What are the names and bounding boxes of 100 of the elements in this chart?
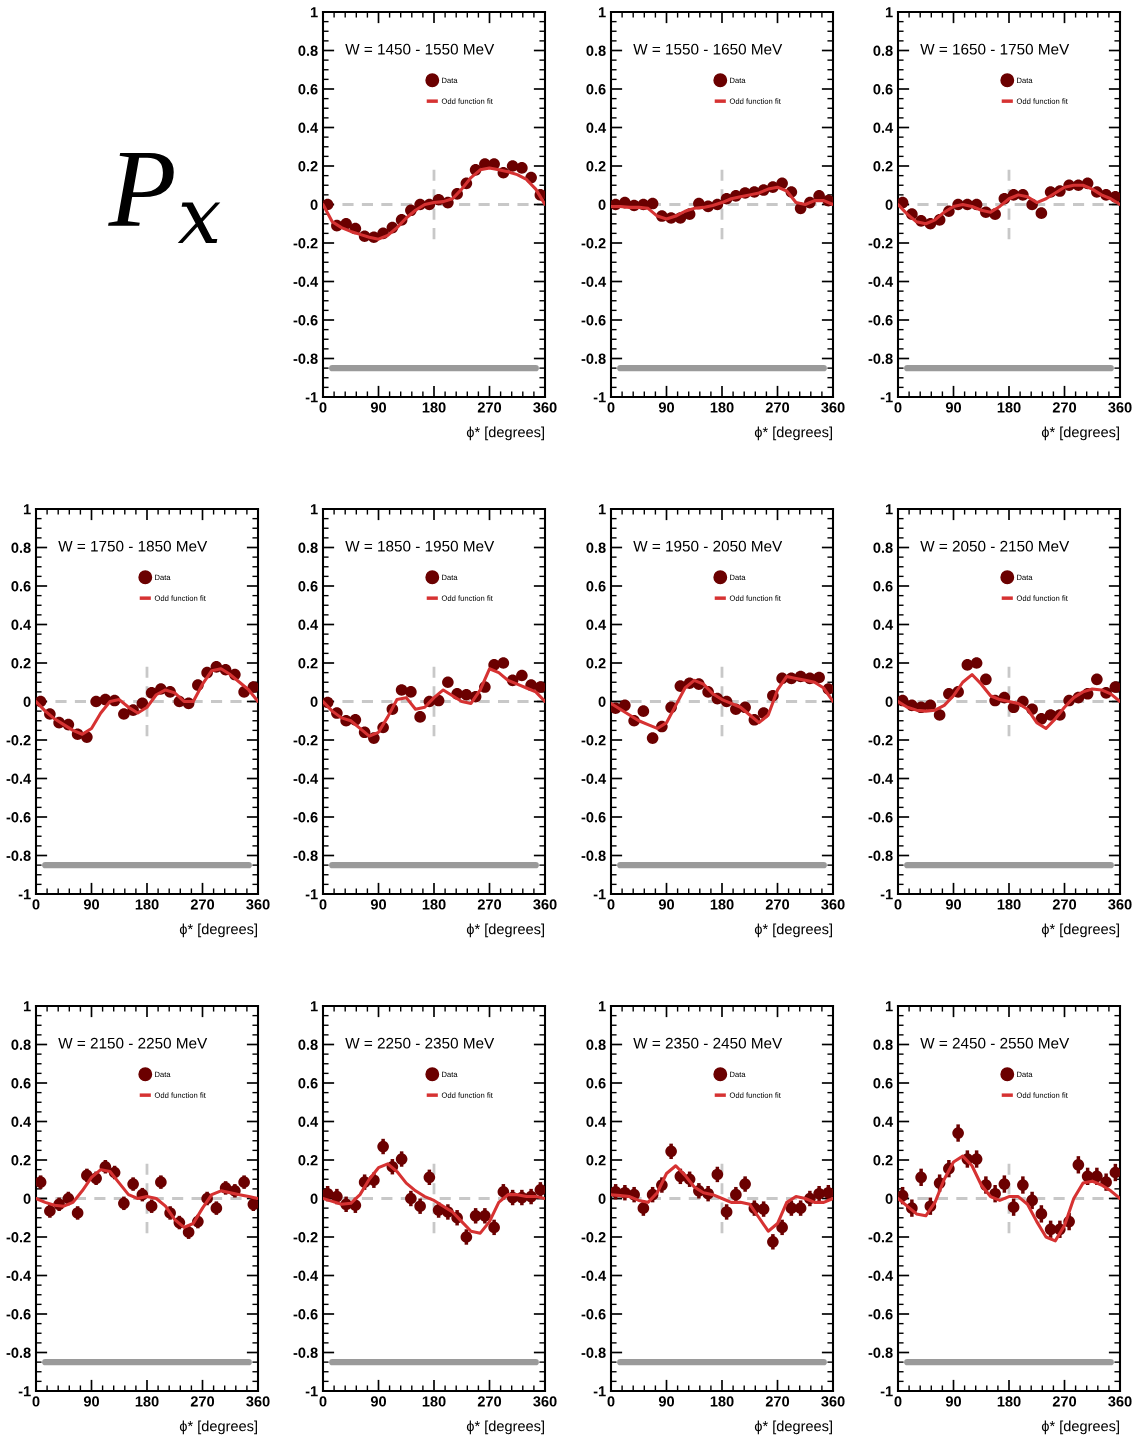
- x-tick-label: 90: [370, 1396, 387, 1407]
- y-tick-label: -0.8: [581, 850, 606, 861]
- y-tick-label: -0.6: [293, 812, 318, 823]
- x-tick-label: 180: [710, 402, 734, 413]
- y-tick-label: 0.6: [11, 581, 31, 592]
- y-tick-label: -0.4: [293, 276, 319, 287]
- text: W = 2450 - 2550 MeV: [920, 1037, 1070, 1049]
- x-tick-label: 270: [1052, 402, 1077, 413]
- y-tick-label: -0.2: [581, 735, 606, 746]
- y-tick-label: 0.4: [298, 122, 319, 133]
- text: P$_{x}$: [108, 152, 221, 243]
- text: W = 1450 - 1550 MeV: [345, 43, 495, 55]
- y-tick-label: 0.8: [873, 1039, 893, 1050]
- y-tick-label: -0.8: [6, 850, 31, 861]
- x-tick-label: 270: [477, 1396, 502, 1407]
- x-tick-label: 360: [821, 1396, 845, 1407]
- x-tick-label: 360: [1108, 1396, 1132, 1407]
- x-tick-label: 0: [607, 402, 615, 413]
- y-tick-label: 0: [23, 696, 31, 707]
- x-tick-label: 180: [422, 899, 446, 910]
- y-tick-label: 0.2: [298, 1155, 318, 1166]
- x-tick-label: 270: [190, 1396, 215, 1407]
- x-tick-label: 180: [997, 402, 1021, 413]
- y-tick-label: 0.8: [873, 542, 893, 553]
- y-tick-label: 0.6: [873, 581, 893, 592]
- y-tick-label: 0.6: [586, 84, 606, 95]
- x-tick-label: 360: [821, 899, 845, 910]
- y-tick-label: -0.6: [6, 812, 31, 823]
- x-tick-label: 180: [997, 1396, 1021, 1407]
- y-tick-label: -0.4: [581, 773, 607, 784]
- text: W = 1750 - 1850 MeV: [58, 540, 208, 552]
- x-axis-title: ϕ* [degrees]: [179, 1420, 257, 1435]
- y-tick-label: -0.6: [868, 812, 893, 823]
- y-tick-label: 0: [310, 199, 318, 210]
- x-tick-label: 270: [765, 1396, 790, 1407]
- y-tick-label: 1: [23, 504, 31, 515]
- x-tick-label: 0: [32, 1396, 40, 1407]
- y-tick-label: -0.4: [868, 1270, 894, 1281]
- x-tick-label: 0: [894, 402, 902, 413]
- text: W = 2050 - 2150 MeV: [920, 540, 1070, 552]
- x-tick-label: 90: [658, 1396, 675, 1407]
- text: W = 2350 - 2450 MeV: [633, 1037, 783, 1049]
- y-tick-label: 0.6: [586, 581, 606, 592]
- y-tick-label: -0.2: [868, 735, 893, 746]
- x-tick-label: 90: [658, 402, 675, 413]
- y-tick-label: 0.4: [873, 122, 894, 133]
- y-tick-label: 1: [598, 1001, 606, 1012]
- y-tick-label: -0.6: [581, 812, 606, 823]
- x-tick-label: 180: [422, 1396, 446, 1407]
- y-tick-label: -1: [18, 1386, 31, 1397]
- y-tick-label: -0.4: [868, 276, 894, 287]
- y-tick-label: -0.6: [6, 1309, 31, 1320]
- x-tick-label: 90: [83, 1396, 100, 1407]
- y-tick-label: 0.2: [873, 658, 893, 669]
- y-tick-label: -1: [18, 889, 31, 900]
- y-tick-label: -1: [880, 1386, 893, 1397]
- y-tick-label: -0.2: [868, 1232, 893, 1243]
- y-tick-label: 0.6: [586, 1078, 606, 1089]
- x-axis-title: ϕ* [degrees]: [754, 426, 832, 441]
- x-tick-label: 0: [319, 899, 327, 910]
- x-tick-label: 360: [533, 899, 557, 910]
- y-tick-label: -0.4: [6, 1270, 32, 1281]
- x-tick-label: 270: [1052, 899, 1077, 910]
- y-tick-label: 0.6: [298, 581, 318, 592]
- y-tick-label: 0.2: [586, 1155, 606, 1166]
- x-axis-title: ϕ* [degrees]: [179, 923, 257, 938]
- y-tick-label: -0.6: [581, 1309, 606, 1320]
- y-tick-label: -0.2: [6, 1232, 31, 1243]
- x-tick-label: 270: [190, 899, 215, 910]
- x-tick-label: 90: [370, 899, 387, 910]
- y-tick-label: -0.6: [293, 1309, 318, 1320]
- y-tick-label: -0.6: [868, 315, 893, 326]
- y-tick-label: 0: [885, 1193, 893, 1204]
- x-axis-title: ϕ* [degrees]: [754, 1420, 832, 1435]
- y-tick-label: -0.2: [293, 735, 318, 746]
- y-tick-label: -0.2: [868, 238, 893, 249]
- x-axis-title: ϕ* [degrees]: [466, 426, 544, 441]
- y-tick-label: 0.4: [873, 1116, 894, 1127]
- y-tick-label: -1: [305, 392, 318, 403]
- y-tick-label: 1: [885, 7, 893, 18]
- y-tick-label: 1: [885, 1001, 893, 1012]
- x-axis-title: ϕ* [degrees]: [466, 1420, 544, 1435]
- y-tick-label: 0: [310, 696, 318, 707]
- x-tick-label: 270: [1052, 1396, 1077, 1407]
- x-tick-label: 0: [319, 402, 327, 413]
- y-tick-label: -1: [880, 392, 893, 403]
- x-axis-title: ϕ* [degrees]: [1041, 923, 1119, 938]
- y-tick-label: -0.8: [293, 1347, 318, 1358]
- y-tick-label: 0.2: [298, 161, 318, 172]
- y-tick-label: 1: [598, 504, 606, 515]
- y-tick-label: -0.8: [581, 353, 606, 364]
- x-axis-title: ϕ* [degrees]: [1041, 1420, 1119, 1435]
- x-tick-label: 360: [1108, 402, 1132, 413]
- y-tick-label: -0.8: [293, 850, 318, 861]
- y-tick-label: 1: [310, 504, 318, 515]
- x-tick-label: 0: [894, 1396, 902, 1407]
- text: W = 2250 - 2350 MeV: [345, 1037, 495, 1049]
- y-tick-label: -0.6: [581, 315, 606, 326]
- x-tick-label: 90: [945, 1396, 962, 1407]
- y-tick-label: 0.6: [298, 1078, 318, 1089]
